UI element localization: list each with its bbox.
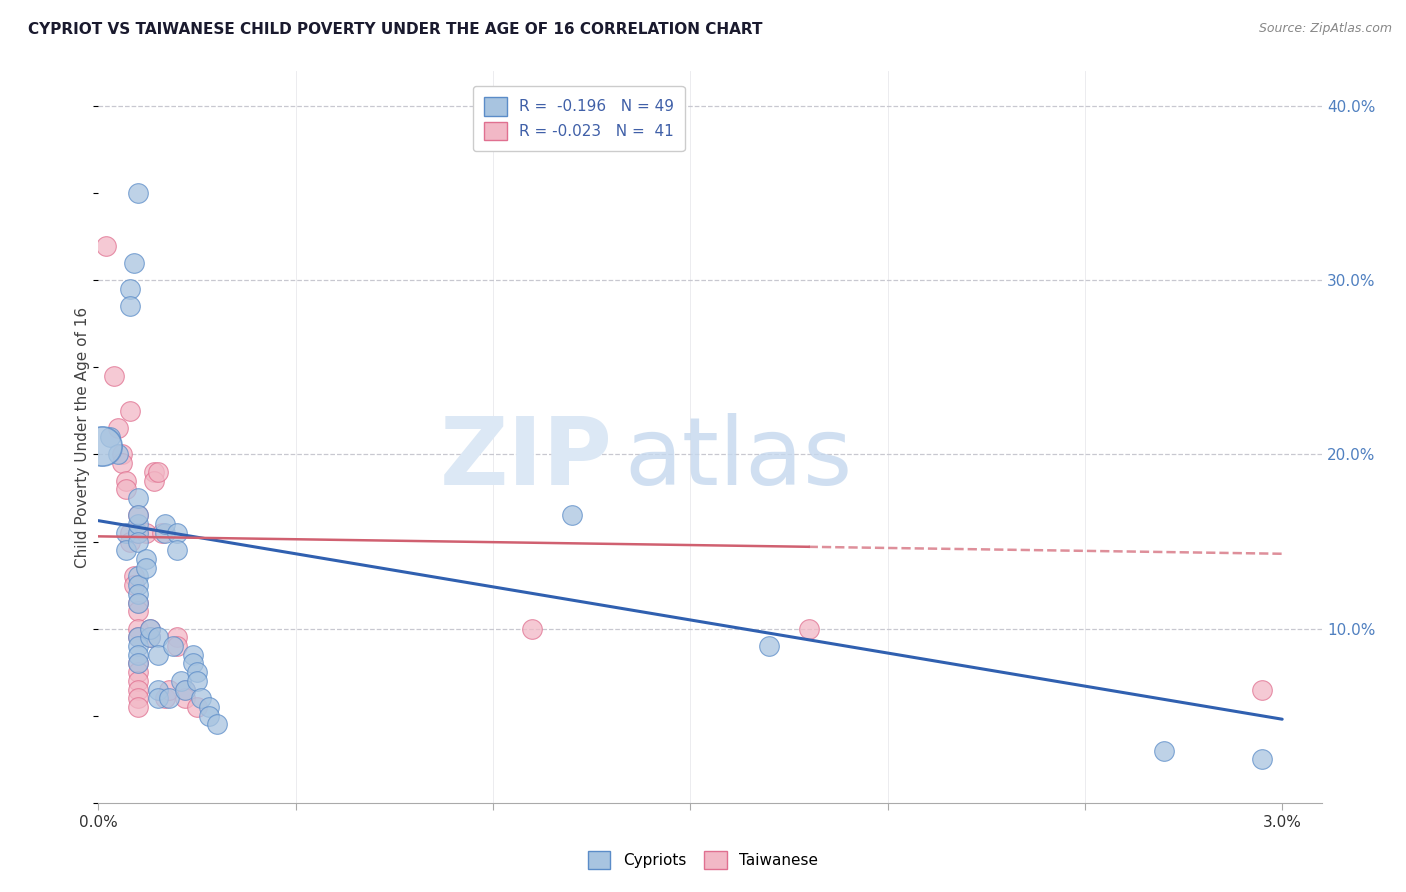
Point: [797, 622, 820, 636]
Point: [118, 525, 141, 540]
Point: [142, 474, 165, 488]
Point: [127, 673, 149, 688]
Point: [561, 508, 583, 523]
Point: [150, 525, 173, 540]
Point: [127, 657, 149, 671]
Point: [118, 300, 141, 314]
Point: [118, 534, 141, 549]
Point: [103, 369, 125, 384]
Point: [162, 639, 184, 653]
Point: [122, 569, 145, 583]
Point: [111, 448, 134, 462]
Point: [127, 691, 149, 706]
Point: [127, 631, 149, 645]
Legend: R =  -0.196   N = 49, R = -0.023   N =  41: R = -0.196 N = 49, R = -0.023 N = 41: [472, 87, 685, 151]
Point: [127, 665, 149, 680]
Point: [146, 465, 169, 479]
Point: [127, 604, 149, 618]
Point: [107, 448, 129, 462]
Point: [135, 560, 157, 574]
Point: [166, 631, 188, 645]
Point: [181, 648, 204, 662]
Point: [127, 517, 149, 532]
Point: [118, 404, 141, 418]
Point: [118, 282, 141, 296]
Point: [127, 569, 149, 583]
Point: [142, 465, 165, 479]
Point: [127, 631, 149, 645]
Point: [170, 673, 193, 688]
Point: [127, 622, 149, 636]
Point: [91, 439, 114, 453]
Y-axis label: Child Poverty Under the Age of 16: Child Poverty Under the Age of 16: [75, 307, 90, 567]
Text: ZIP: ZIP: [439, 413, 612, 505]
Point: [135, 552, 157, 566]
Point: [522, 622, 544, 636]
Point: [127, 587, 149, 601]
Point: [127, 657, 149, 671]
Point: [127, 700, 149, 714]
Text: CYPRIOT VS TAIWANESE CHILD POVERTY UNDER THE AGE OF 16 CORRELATION CHART: CYPRIOT VS TAIWANESE CHILD POVERTY UNDER…: [28, 22, 762, 37]
Point: [138, 631, 160, 645]
Point: [138, 631, 160, 645]
Point: [138, 622, 160, 636]
Point: [138, 622, 160, 636]
Point: [198, 700, 221, 714]
Point: [127, 491, 149, 505]
Point: [122, 578, 145, 592]
Point: [127, 595, 149, 609]
Point: [174, 691, 197, 706]
Point: [186, 665, 208, 680]
Point: [127, 639, 149, 653]
Point: [115, 474, 138, 488]
Point: [181, 657, 204, 671]
Point: [198, 708, 221, 723]
Point: [190, 691, 212, 706]
Point: [155, 525, 177, 540]
Text: atlas: atlas: [624, 413, 852, 505]
Point: [155, 691, 177, 706]
Point: [122, 256, 145, 270]
Point: [127, 508, 149, 523]
Point: [166, 525, 188, 540]
Point: [186, 673, 208, 688]
Point: [159, 682, 181, 697]
Point: [146, 682, 169, 697]
Point: [127, 595, 149, 609]
Point: [159, 691, 181, 706]
Point: [174, 682, 197, 697]
Point: [1153, 743, 1175, 757]
Point: [205, 717, 228, 731]
Point: [186, 700, 208, 714]
Point: [107, 421, 129, 435]
Point: [115, 543, 138, 558]
Point: [146, 648, 169, 662]
Point: [127, 525, 149, 540]
Point: [127, 682, 149, 697]
Point: [96, 238, 118, 252]
Point: [155, 517, 177, 532]
Point: [127, 578, 149, 592]
Point: [127, 508, 149, 523]
Point: [111, 456, 134, 470]
Point: [1251, 752, 1274, 766]
Point: [166, 543, 188, 558]
Point: [127, 534, 149, 549]
Point: [127, 648, 149, 662]
Point: [127, 186, 149, 201]
Point: [166, 639, 188, 653]
Point: [135, 525, 157, 540]
Text: Source: ZipAtlas.com: Source: ZipAtlas.com: [1258, 22, 1392, 36]
Point: [146, 631, 169, 645]
Point: [758, 639, 780, 653]
Point: [1251, 682, 1274, 697]
Point: [115, 483, 138, 497]
Legend: Cypriots, Taiwanese: Cypriots, Taiwanese: [582, 845, 824, 875]
Point: [98, 430, 121, 444]
Point: [127, 525, 149, 540]
Point: [115, 525, 138, 540]
Point: [146, 691, 169, 706]
Point: [174, 682, 197, 697]
